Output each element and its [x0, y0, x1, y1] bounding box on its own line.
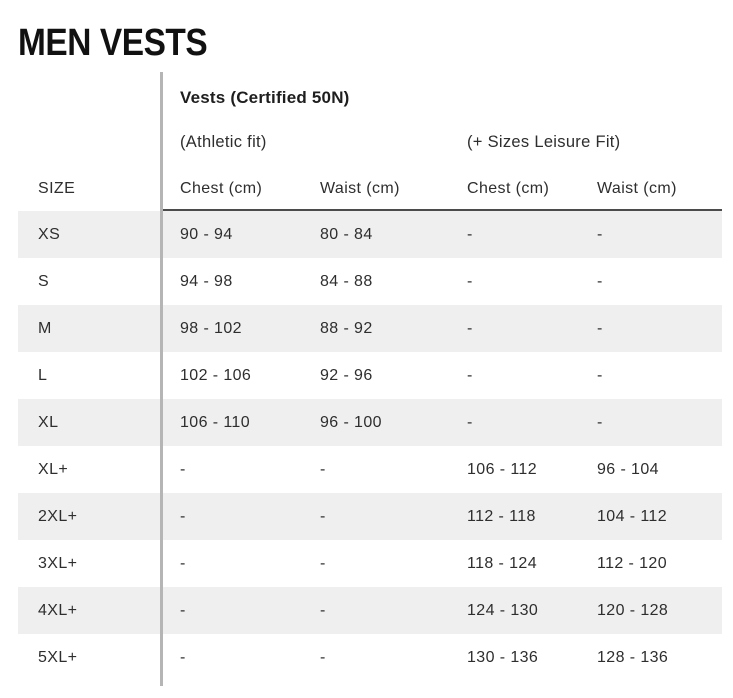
size-cell: 3XL+	[38, 554, 78, 572]
athletic-waist-cell: -	[320, 554, 326, 572]
leisure-chest-cell: 130 - 136	[467, 648, 539, 666]
athletic-chest-cell: -	[180, 460, 186, 478]
header-underline	[163, 209, 722, 211]
athletic-chest-header: Chest (cm)	[180, 180, 263, 197]
size-cell: 4XL+	[38, 601, 78, 619]
size-cell: 2XL+	[38, 507, 78, 525]
athletic-chest-cell: -	[180, 554, 186, 572]
table-row: 4XL+ - - 124 - 130 120 - 128	[18, 587, 722, 634]
athletic-waist-cell: -	[320, 601, 326, 619]
leisure-chest-cell: -	[467, 413, 473, 431]
athletic-chest-cell: -	[180, 648, 186, 666]
athletic-chest-cell: 98 - 102	[180, 319, 242, 337]
athletic-waist-cell: 88 - 92	[320, 319, 373, 337]
athletic-chest-cell: -	[180, 507, 186, 525]
table-row: S 94 - 98 84 - 88 - -	[18, 258, 722, 305]
table-row: XS 90 - 94 80 - 84 - -	[18, 211, 722, 258]
table-row: M 98 - 102 88 - 92 - -	[18, 305, 722, 352]
athletic-chest-cell: 90 - 94	[180, 225, 233, 243]
athletic-chest-cell: -	[180, 601, 186, 619]
leisure-chest-cell: -	[467, 225, 473, 243]
table-row: 2XL+ - - 112 - 118 104 - 112	[18, 493, 722, 540]
athletic-waist-cell: -	[320, 648, 326, 666]
page-title: MEN VESTS	[18, 22, 208, 64]
leisure-fit-label: (+ Sizes Leisure Fit)	[467, 132, 621, 151]
size-cell: XL	[38, 413, 59, 431]
athletic-fit-label: (Athletic fit)	[180, 132, 267, 151]
size-cell: S	[38, 272, 50, 290]
leisure-chest-cell: -	[467, 319, 473, 337]
leisure-waist-cell: 128 - 136	[597, 648, 669, 666]
leisure-chest-header: Chest (cm)	[467, 180, 550, 197]
athletic-waist-cell: -	[320, 507, 326, 525]
column-header-row: SIZE Chest (cm) Waist (cm) Chest (cm) Wa…	[18, 174, 722, 204]
leisure-waist-cell: -	[597, 319, 603, 337]
table-row: XL+ - - 106 - 112 96 - 104	[18, 446, 722, 493]
size-cell: XL+	[38, 460, 69, 478]
leisure-waist-cell: 96 - 104	[597, 460, 659, 478]
leisure-chest-cell: 124 - 130	[467, 601, 539, 619]
athletic-chest-cell: 102 - 106	[180, 366, 252, 384]
leisure-waist-cell: -	[597, 272, 603, 290]
leisure-waist-cell: 112 - 120	[597, 554, 668, 572]
athletic-waist-cell: 96 - 100	[320, 413, 382, 431]
athletic-waist-header: Waist (cm)	[320, 180, 400, 197]
leisure-waist-cell: 104 - 112	[597, 507, 668, 525]
leisure-chest-cell: 112 - 118	[467, 507, 536, 525]
vertical-divider	[160, 72, 163, 686]
athletic-waist-cell: 84 - 88	[320, 272, 373, 290]
table-row: XL 106 - 110 96 - 100 - -	[18, 399, 722, 446]
leisure-chest-cell: 118 - 124	[467, 554, 538, 572]
leisure-waist-cell: -	[597, 225, 603, 243]
leisure-waist-cell: -	[597, 366, 603, 384]
athletic-chest-cell: 94 - 98	[180, 272, 233, 290]
table-title: Vests (Certified 50N)	[180, 88, 350, 107]
size-column-header: SIZE	[38, 180, 76, 197]
size-cell: L	[38, 366, 48, 384]
leisure-waist-header: Waist (cm)	[597, 180, 677, 197]
athletic-waist-cell: 80 - 84	[320, 225, 373, 243]
leisure-chest-cell: -	[467, 366, 473, 384]
size-cell: 5XL+	[38, 648, 78, 666]
size-cell: M	[38, 319, 52, 337]
leisure-chest-cell: -	[467, 272, 473, 290]
fit-group-row: (Athletic fit) (+ Sizes Leisure Fit)	[18, 130, 722, 154]
leisure-chest-cell: 106 - 112	[467, 460, 538, 478]
table-row: 5XL+ - - 130 - 136 128 - 136	[18, 634, 722, 681]
size-cell: XS	[38, 225, 61, 243]
leisure-waist-cell: 120 - 128	[597, 601, 669, 619]
athletic-waist-cell: -	[320, 460, 326, 478]
table-row: 3XL+ - - 118 - 124 112 - 120	[18, 540, 722, 587]
leisure-waist-cell: -	[597, 413, 603, 431]
athletic-waist-cell: 92 - 96	[320, 366, 373, 384]
table-row: L 102 - 106 92 - 96 - -	[18, 352, 722, 399]
athletic-chest-cell: 106 - 110	[180, 413, 251, 431]
size-table-body: XS 90 - 94 80 - 84 - - S 94 - 98 84 - 88…	[18, 211, 722, 681]
